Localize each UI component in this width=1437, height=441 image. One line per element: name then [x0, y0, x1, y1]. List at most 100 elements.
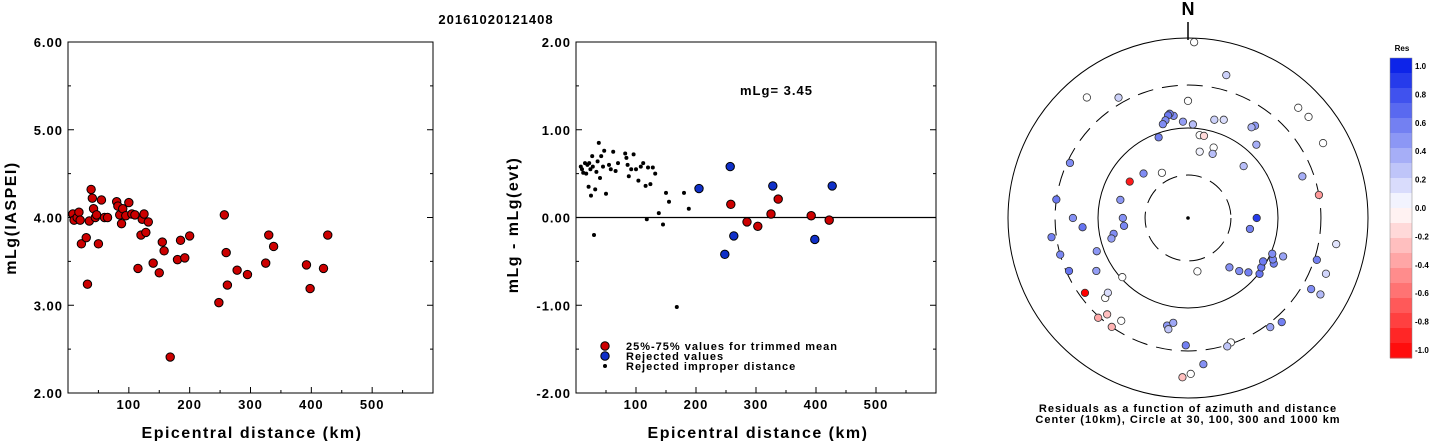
residual-dot: [623, 151, 628, 156]
mlg-annotation: mLg= 3.45: [740, 83, 813, 98]
station-point: [1107, 234, 1116, 243]
magnitude-point: [232, 265, 242, 275]
residual-ytick-label: -1.00: [536, 298, 571, 313]
station-point: [1244, 268, 1253, 277]
residual-dot: [626, 174, 631, 179]
station-point: [1139, 169, 1148, 178]
residual-dot: [580, 167, 584, 172]
station-point: [1157, 168, 1167, 177]
magnitude-point: [130, 210, 140, 220]
residual-point: [824, 215, 834, 225]
station-point: [1332, 240, 1341, 249]
magnitude-point: [261, 258, 271, 268]
residual-point: [827, 181, 837, 191]
residual-dot: [664, 190, 668, 195]
station-point: [1318, 139, 1328, 148]
magnitude-panel: mLg(IASPEI) Epicentral distance (km) 100…: [3, 35, 434, 441]
magnitude-ytick-label: 3.00: [34, 298, 63, 313]
colorbar-cell: [1390, 208, 1412, 224]
residual-ytick-label: 1.00: [542, 123, 571, 138]
station-point: [1199, 360, 1208, 369]
distance-ring: [1054, 84, 1322, 352]
station-point: [1080, 288, 1090, 297]
residual-dot: [641, 161, 646, 166]
station-point: [1169, 318, 1178, 327]
station-point: [1225, 263, 1234, 272]
station-point: [1208, 149, 1217, 158]
residual-dot: [586, 184, 591, 189]
residual-dot: [625, 162, 630, 167]
magnitude-point: [81, 232, 91, 243]
residual-dot: [653, 171, 658, 176]
distance-ring: [1007, 37, 1369, 399]
station-point: [1117, 316, 1126, 325]
residual-dot: [644, 217, 649, 222]
magnitude-xlabel: Epicentral distance (km): [142, 425, 363, 441]
station-point: [1114, 93, 1123, 102]
azimuth-caption-line2: Center (10km), Circle at 30, 100, 300 an…: [1035, 414, 1340, 426]
residual-dot: [601, 164, 605, 169]
magnitude-point: [116, 218, 127, 229]
magnitude-point: [141, 227, 151, 238]
azimuth-caption-line1: Residuals as a function of azimuth and d…: [1039, 403, 1337, 415]
station-point: [1178, 373, 1187, 382]
station-point: [1158, 120, 1167, 129]
colorbar-cell: [1390, 118, 1412, 134]
figure-title: 20161020121408: [438, 12, 553, 27]
station-point: [1239, 162, 1248, 171]
residual-dot: [611, 149, 616, 154]
magnitude-point: [102, 212, 113, 223]
station-point: [1279, 252, 1288, 261]
magnitude-point: [219, 210, 230, 220]
legend-marker: [600, 351, 610, 361]
residual-dot: [581, 170, 586, 175]
magnitude-point: [175, 235, 186, 246]
residual-dot: [593, 187, 598, 192]
residual-xlabel: Epicentral distance (km): [648, 425, 869, 441]
magnitude-point: [139, 209, 149, 219]
colorbar-cell: [1390, 223, 1412, 239]
colorbar-cell: [1390, 238, 1412, 254]
residual-dot: [590, 154, 595, 159]
distance-ring: [1097, 127, 1279, 309]
colorbar-tick-label: 1.0: [1415, 62, 1427, 71]
magnitude-point: [159, 246, 169, 256]
magnitude-ylabel: mLg(IASPEI): [3, 161, 20, 274]
residual-point: [753, 221, 763, 231]
residual-xtick-label: 500: [864, 397, 889, 412]
colorbar-cell: [1390, 58, 1412, 74]
magnitude-point: [124, 197, 134, 208]
azimuth-panel: N Residuals as a function of azimuth and…: [1007, 0, 1429, 426]
station-point: [1190, 38, 1199, 47]
magnitude-point: [86, 184, 96, 195]
magnitude-point: [214, 297, 224, 308]
magnitude-xtick-label: 100: [116, 397, 141, 412]
residual-point: [694, 183, 704, 194]
station-point: [1252, 213, 1261, 223]
colorbar-cell: [1390, 163, 1412, 179]
station-point: [1259, 257, 1268, 266]
residual-ytick-label: 2.00: [542, 35, 571, 50]
residual-xtick-label: 100: [624, 397, 649, 412]
residual-dot: [584, 171, 589, 176]
legend-marker: [600, 341, 610, 351]
colorbar-tick-label: 0.4: [1415, 147, 1427, 156]
residual-dot: [589, 193, 593, 198]
colorbar-tick-label: 0.0: [1415, 204, 1427, 213]
colorbar-tick-label: 0.2: [1415, 176, 1427, 185]
residual-point: [720, 249, 730, 260]
station-point: [1181, 341, 1190, 350]
residual-xtick-label: 300: [744, 397, 769, 412]
residual-point: [725, 161, 735, 172]
colorbar-cell: [1390, 343, 1412, 359]
station-point: [1118, 213, 1127, 223]
station-point: [1068, 213, 1078, 223]
residual-dot: [588, 167, 593, 172]
colorbar-cell: [1390, 88, 1412, 104]
colorbar-cell: [1390, 328, 1412, 344]
magnitude-point: [180, 253, 190, 263]
station-point: [1103, 310, 1112, 319]
residual-dot: [682, 190, 686, 195]
legend-label: 25%-75% values for trimmed mean: [626, 341, 838, 353]
colorbar-cell: [1390, 253, 1412, 269]
